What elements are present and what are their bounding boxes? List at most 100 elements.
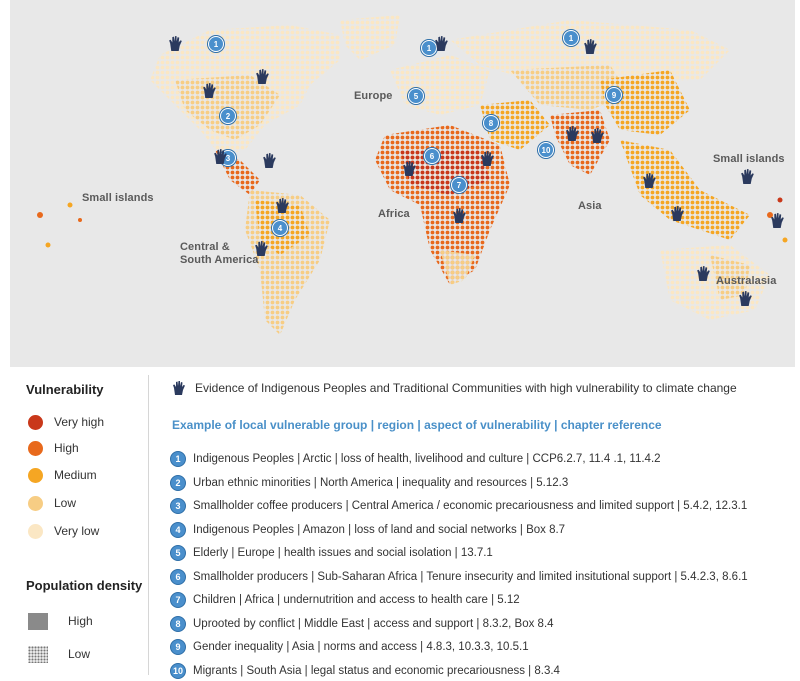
region-label-asia: Asia [578,200,602,212]
population-legend-item: Low [28,644,90,664]
hand-icon [739,291,752,306]
map-marker: 1 [421,40,437,56]
region-label-europe: Europe [354,90,393,102]
hand-icon [173,381,185,395]
vulnerability-label: Very high [54,415,105,429]
example-number-badge: 7 [170,592,186,608]
vulnerability-legend-item: Very high [28,412,104,432]
hand-icon [256,69,269,84]
vulnerability-swatch [28,414,43,430]
evidence-legend: Evidence of Indigenous Peoples and Tradi… [172,380,737,396]
hand-icon [403,161,416,176]
example-number-badge: 10 [170,662,186,679]
example-text: Children | Africa | undernutrition and a… [193,594,520,606]
example-row: 7 Children | Africa | undernutrition and … [170,591,520,609]
example-text: Urban ethnic minorities | North America … [193,476,569,489]
landmass-greenland [340,15,400,60]
map-marker: 10 [538,142,554,158]
landmass-middle-east [480,100,550,150]
landmass-north-america-low [175,75,280,140]
example-number-badge: 3 [170,498,186,514]
hand-icon [203,83,216,98]
example-row: 4 Indigenous Peoples | Amazon | loss of l… [170,521,565,539]
hand-icon [741,169,754,184]
map-marker: 7 [451,177,467,193]
example-number-badge: 5 [170,545,186,561]
island-east [782,237,788,243]
legend-divider [148,375,149,675]
hand-icon [771,213,784,228]
example-text: Indigenous Peoples | Arctic | loss of he… [193,453,661,465]
example-row: 10 Migrants | South Asia | legal status a… [170,662,560,680]
world-map-graphic [37,15,788,335]
map-marker: 1 [563,30,579,46]
vulnerability-label: Medium [54,468,97,482]
landmass-africa-low [440,250,475,285]
vulnerability-label: Very low [54,524,100,538]
vulnerability-swatch [28,495,43,511]
region-label-central-south-america: Central & South America [180,241,259,266]
vulnerability-legend-item: Medium [28,465,97,485]
hand-icon [481,151,494,166]
population-label: Low [68,647,91,661]
landmass-europe [390,55,490,115]
island-east [777,197,783,203]
hand-icon [591,128,604,143]
hand-icon [671,206,684,221]
example-row: 1 Indigenous Peoples | Arctic | loss of h… [170,450,661,468]
landmass-central-asia [510,65,630,110]
hand-icon [453,208,466,223]
map-marker: 2 [220,108,236,124]
map-marker: 1 [208,36,224,52]
region-label-small-islands-pacific: Small islands [82,192,154,204]
hand-icon [643,173,656,188]
island-east [767,212,773,218]
example-row: 9 Gender inequality | Asia | norms and ac… [170,638,529,656]
population-legend-item: High [28,611,93,631]
island-pacific [67,202,73,208]
hand-icon [276,198,289,213]
landmass-africa [375,125,510,285]
island-pacific [45,242,51,248]
vulnerability-swatch [28,523,43,539]
population-swatch [28,612,48,630]
hand-icon [255,241,268,256]
hand-icon [697,266,710,281]
example-number-badge: 8 [170,615,186,632]
example-text: Migrants | South Asia | legal status and… [193,664,560,677]
landmass-africa-vhigh [400,150,490,195]
example-number-badge: 6 [170,568,186,585]
example-number-badge: 9 [170,639,186,655]
population-label: High [68,614,93,628]
island-pacific [78,218,82,222]
vulnerability-swatch [28,467,43,483]
example-text: Uprooted by conflict | Middle East | acc… [193,617,554,630]
hand-icon [169,36,182,51]
example-row: 2 Urban ethnic minorities | North America… [170,474,568,492]
region-label-small-islands-east: Small islands [713,153,785,165]
example-row: 3 Smallholder coffee producers | Central … [170,497,747,515]
landmass-east-asia [600,70,690,135]
map-marker: 6 [424,148,440,164]
vulnerability-swatch [28,440,43,456]
example-row: 6 Smallholder producers | Sub-Saharan Afr… [170,568,748,586]
region-label-africa: Africa [378,208,410,220]
hand-icon [214,149,227,164]
map-marker: 4 [272,220,288,236]
example-text: Elderly | Europe | health issues and soc… [193,547,493,559]
population-swatch [28,645,48,663]
hand-icon [435,36,448,51]
vulnerability-label: High [54,441,79,455]
landmass-southeast-asia [620,140,750,240]
examples-header: Example of local vulnerable group | regi… [172,418,662,432]
example-number-badge: 1 [170,451,186,467]
hand-icon [566,126,579,141]
world-map: Europe Africa Asia Small islands Small i… [10,0,795,367]
island-pacific [37,212,43,218]
vulnerability-legend-title: Vulnerability [26,382,104,397]
vulnerability-legend-item: High [28,438,79,458]
landmass-australia-low [710,255,750,300]
vulnerability-legend-item: Very low [28,521,99,541]
example-number-badge: 4 [170,521,186,538]
hand-icon [263,153,276,168]
